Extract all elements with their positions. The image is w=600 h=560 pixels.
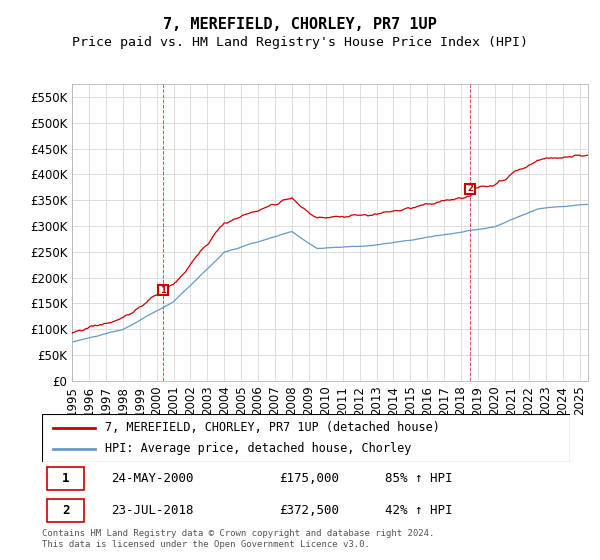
FancyBboxPatch shape [47,466,84,489]
Text: 2: 2 [467,184,473,193]
Text: 85% ↑ HPI: 85% ↑ HPI [385,472,453,484]
Text: 24-MAY-2000: 24-MAY-2000 [110,472,193,484]
Text: 23-JUL-2018: 23-JUL-2018 [110,504,193,517]
Text: 1: 1 [160,286,166,295]
Text: HPI: Average price, detached house, Chorley: HPI: Average price, detached house, Chor… [106,442,412,455]
FancyBboxPatch shape [42,414,570,462]
Text: 42% ↑ HPI: 42% ↑ HPI [385,504,453,517]
Text: Price paid vs. HM Land Registry's House Price Index (HPI): Price paid vs. HM Land Registry's House … [72,36,528,49]
Text: 7, MEREFIELD, CHORLEY, PR7 1UP (detached house): 7, MEREFIELD, CHORLEY, PR7 1UP (detached… [106,421,440,434]
Text: 2: 2 [62,504,70,517]
Text: £175,000: £175,000 [280,472,340,484]
Text: Contains HM Land Registry data © Crown copyright and database right 2024.
This d: Contains HM Land Registry data © Crown c… [42,529,434,549]
Text: 7, MEREFIELD, CHORLEY, PR7 1UP: 7, MEREFIELD, CHORLEY, PR7 1UP [163,17,437,32]
Text: 1: 1 [62,472,70,484]
Text: £372,500: £372,500 [280,504,340,517]
FancyBboxPatch shape [47,499,84,522]
